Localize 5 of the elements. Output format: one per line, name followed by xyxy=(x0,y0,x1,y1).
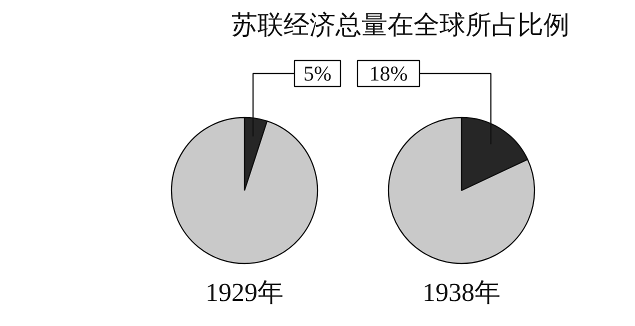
text: 苏联经济总量在全球所占比例 xyxy=(232,10,570,40)
text: 1938年 xyxy=(422,278,500,307)
data-label: 5% xyxy=(304,62,332,86)
text: 1929年 xyxy=(206,278,284,307)
data-label: 18% xyxy=(369,62,408,86)
